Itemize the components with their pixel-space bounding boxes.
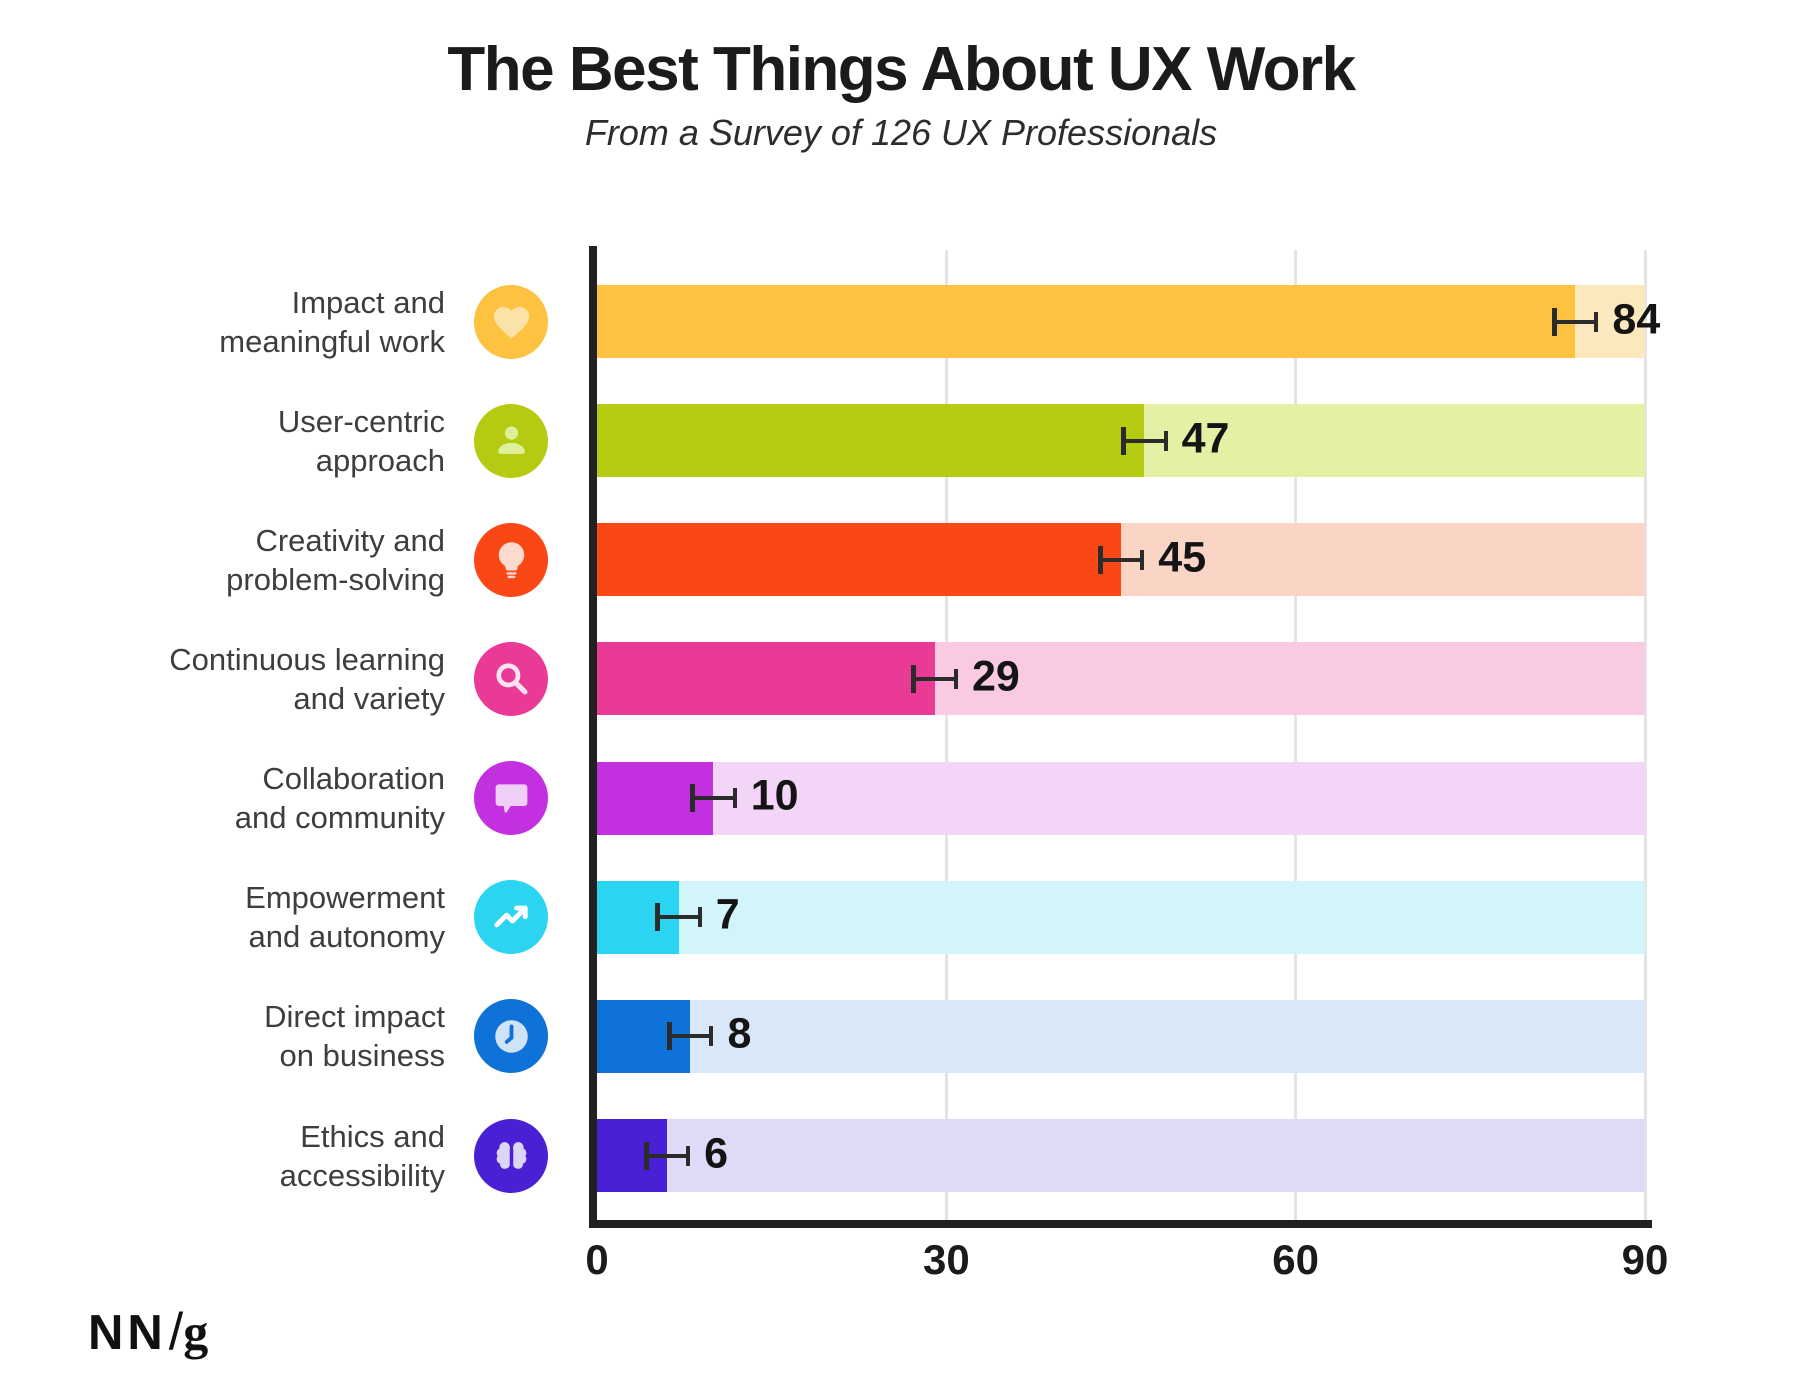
category-label-line: problem-solving: [226, 561, 445, 597]
error-bar-line: [643, 1153, 691, 1158]
logo-g: g: [183, 1304, 209, 1360]
bar-continuous-learning-variety: [597, 642, 935, 716]
bar-track-empowerment-autonomy: [597, 880, 1645, 954]
value-label-impact-meaningful-work: 84: [1612, 295, 1661, 343]
category-label-line: Ethics and: [300, 1118, 445, 1154]
bar-track-collaboration-community: [597, 761, 1645, 835]
value-label-empowerment-autonomy: 7: [715, 890, 740, 939]
x-axis-line: [589, 1220, 1652, 1228]
category-label-line: and community: [234, 800, 445, 836]
error-bar-collaboration-community: [690, 782, 737, 814]
category-label-direct-impact-business: Direct impact on business: [264, 997, 445, 1075]
x-tick-label-90: 90: [1621, 1236, 1669, 1283]
value-label-ethics-accessibility: 6: [704, 1129, 729, 1178]
error-bar-empowerment-autonomy: [655, 901, 702, 933]
value-label-continuous-learning-variety: 29: [971, 652, 1020, 701]
error-bar-direct-impact-business: [666, 1020, 714, 1052]
error-bar-line: [1551, 319, 1599, 324]
trending-up-icon: [474, 880, 548, 955]
category-label-line: and variety: [293, 680, 445, 716]
error-bar-cap-right: [1140, 549, 1145, 570]
clock-icon: [474, 999, 548, 1074]
category-label-line: and autonomy: [248, 919, 445, 955]
person-icon: [474, 403, 548, 478]
category-label-ethics-accessibility: Ethics and accessibility: [280, 1117, 445, 1195]
error-bar-cap-right: [732, 788, 737, 809]
error-bar-impact-meaningful-work: [1551, 306, 1599, 338]
speech-bubble-icon: [474, 761, 548, 836]
category-label-empowerment-autonomy: Empowerment and autonomy: [245, 878, 445, 956]
error-bar-cap-right: [1163, 430, 1168, 451]
x-tick-label-60: 60: [1272, 1236, 1320, 1283]
bar-impact-meaningful-work: [597, 285, 1576, 358]
error-bar-cap-right: [686, 1145, 691, 1166]
category-label-line: approach: [315, 442, 445, 478]
x-tick-label-0: 0: [585, 1236, 609, 1283]
heart-icon: [474, 284, 548, 359]
brain-icon: [474, 1118, 548, 1193]
error-bar-line: [1121, 438, 1168, 443]
nng-logo: NN/g: [88, 1302, 208, 1362]
gridline-60: [1294, 250, 1298, 1220]
gridline-90: [1643, 250, 1647, 1220]
category-label-impact-meaningful-work: Impact and meaningful work: [219, 283, 445, 361]
error-bar-creativity-problem-solving: [1097, 544, 1145, 576]
lightbulb-icon: [474, 522, 548, 597]
error-bar-cap-right: [709, 1026, 714, 1047]
bar-creativity-problem-solving: [597, 523, 1121, 597]
error-bar-line: [666, 1034, 714, 1039]
category-label-line: User-centric: [277, 403, 445, 439]
chart-title: The Best Things About UX Work: [447, 35, 1356, 104]
bar-track-ethics-accessibility: [597, 1119, 1645, 1193]
y-axis-line: [589, 246, 597, 1228]
error-bar-ethics-accessibility: [643, 1140, 691, 1172]
logo-slash: /: [168, 1303, 184, 1361]
bar-user-centric-approach: [597, 404, 1145, 478]
gridline-30: [944, 250, 948, 1220]
category-label-user-centric-approach: User-centric approach: [278, 402, 445, 480]
category-label-line: Empowerment: [245, 880, 445, 916]
category-label-line: Creativity and: [255, 522, 445, 558]
category-label-line: Collaboration: [262, 761, 445, 797]
category-label-line: meaningful work: [219, 323, 445, 359]
x-tick-label-30: 30: [922, 1236, 970, 1283]
value-label-creativity-problem-solving: 45: [1158, 533, 1207, 582]
error-bar-line: [911, 676, 958, 681]
error-bar-user-centric-approach: [1121, 425, 1168, 457]
value-label-direct-impact-business: 8: [727, 1009, 752, 1058]
error-bar-cap-right: [697, 907, 702, 928]
magnifier-icon: [474, 641, 548, 716]
error-bar-line: [1097, 557, 1145, 562]
error-bar-line: [690, 796, 737, 801]
error-bar-cap-right: [1594, 311, 1599, 332]
logo-nn: NN: [88, 1306, 167, 1360]
error-bar-cap-right: [953, 668, 958, 689]
category-label-continuous-learning-variety: Continuous learning and variety: [169, 640, 445, 718]
category-label-line: on business: [279, 1038, 445, 1074]
category-label-collaboration-community: Collaboration and community: [235, 759, 445, 837]
chart-subtitle: From a Survey of 126 UX Professionals: [584, 112, 1218, 153]
value-label-user-centric-approach: 47: [1181, 414, 1230, 463]
error-bar-continuous-learning-variety: [911, 663, 958, 695]
category-label-line: Impact and: [291, 284, 445, 320]
error-bar-line: [655, 915, 702, 920]
category-label-line: accessibility: [279, 1157, 445, 1193]
category-label-line: Direct impact: [264, 999, 445, 1035]
bar-track-direct-impact-business: [597, 999, 1645, 1073]
bar-chart-plot-area: 0 30 60 90 84 Impact and meaningful work 47 User…: [169, 246, 1668, 1283]
value-label-collaboration-community: 10: [750, 771, 799, 820]
category-label-line: Continuous learning: [169, 641, 445, 677]
category-label-creativity-problem-solving: Creativity and problem-solving: [226, 521, 445, 599]
